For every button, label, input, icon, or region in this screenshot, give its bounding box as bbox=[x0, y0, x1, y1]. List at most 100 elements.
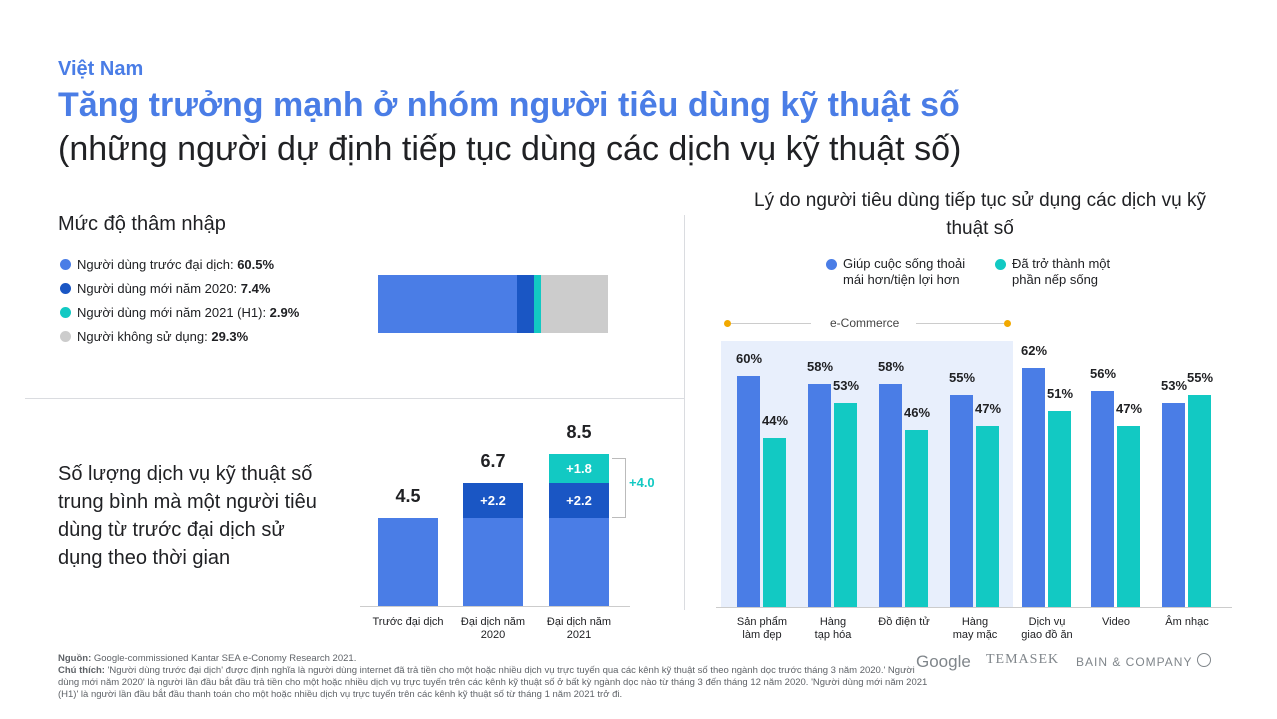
reason-x-label: Sản phẩm làm đẹp bbox=[717, 616, 807, 642]
legend-line: Đã trở thành một bbox=[1012, 256, 1111, 271]
legend-text: Người dùng mới năm 2021 (H1): 2.9%Người … bbox=[77, 305, 299, 320]
reason-x-label: Hàng may mặc bbox=[930, 616, 1020, 642]
legend-label: Người không sử dụng: bbox=[77, 329, 212, 344]
reason-bar bbox=[1162, 402, 1185, 607]
bain-logo: BAIN & COMPANY bbox=[1076, 655, 1193, 669]
penetration-title: Mức độ thâm nhập bbox=[58, 213, 226, 235]
x-label-line: 2021 bbox=[566, 629, 592, 641]
x-label-line: Âm nhạc bbox=[1165, 616, 1209, 628]
legend-text: Người dùng mới năm 2020: 7.4%Người dùng … bbox=[77, 281, 270, 296]
country-label: Việt Nam bbox=[58, 58, 144, 80]
reasons-title: Lý do người tiêu dùng tiếp tục sử dụng c… bbox=[754, 190, 1206, 239]
avg-total-label: 8.5 bbox=[566, 422, 592, 442]
x-label-line: Đại dịch năm bbox=[460, 616, 526, 628]
legend-dot-icon bbox=[60, 283, 71, 294]
avg-total-label: 4.5 bbox=[395, 486, 421, 506]
avg-x-label: Đại dịch năm 2020 bbox=[448, 616, 538, 642]
legend-text: Người dùng trước đại dịch: 60.5%Người dù… bbox=[77, 257, 274, 272]
penetration-segment bbox=[378, 275, 518, 333]
x-label-line: làm đẹp bbox=[742, 629, 782, 641]
note-label: Chú thích: bbox=[58, 665, 105, 676]
avg-bar-segment bbox=[463, 518, 523, 606]
legend-dot-icon bbox=[60, 259, 71, 270]
reason-value-label: 53% bbox=[1160, 377, 1188, 393]
reason-bar bbox=[976, 426, 999, 607]
legend-dot-icon bbox=[60, 331, 71, 342]
legend-item: Người không sử dụng: 29.3%Người không sử… bbox=[60, 329, 248, 344]
reason-value-label: 47% bbox=[974, 401, 1002, 417]
reasons-axis bbox=[716, 607, 1232, 608]
divider bbox=[684, 215, 685, 610]
reason-x-label: Video bbox=[1071, 616, 1161, 629]
avg-axis bbox=[360, 606, 630, 607]
reason-value-label: 58% bbox=[806, 358, 834, 374]
reason-bar bbox=[1048, 410, 1071, 607]
avg-bar-segment bbox=[378, 518, 438, 606]
avg-bar-segment: +1.8 bbox=[549, 454, 609, 483]
legend-item: Người dùng mới năm 2021 (H1): 2.9%Người … bbox=[60, 305, 299, 320]
bracket-line bbox=[731, 323, 811, 324]
x-label-line: Dịch vụ bbox=[1028, 616, 1066, 628]
legend-item: Người dùng trước đại dịch: 60.5%Người dù… bbox=[60, 257, 274, 272]
avg-bar-segment: +2.2 bbox=[549, 482, 609, 518]
avg-bar-segment bbox=[549, 518, 609, 606]
penetration-segment bbox=[534, 275, 541, 333]
legend-line: Giúp cuộc sống thoải bbox=[843, 256, 966, 271]
x-label-line: Video bbox=[1102, 616, 1130, 628]
avg-x-label: Đại dịch năm 2021 bbox=[534, 616, 624, 642]
x-label-line: Đồ điện tử bbox=[878, 616, 930, 628]
reason-value-label: 58% bbox=[877, 358, 905, 374]
reason-value-label: 55% bbox=[948, 370, 976, 386]
x-label-line: tạp hóa bbox=[814, 629, 852, 641]
page-title: Tăng trưởng mạnh ở nhóm người tiêu dùng … bbox=[58, 86, 960, 124]
legend-item: Người dùng mới năm 2020: 7.4%Người dùng … bbox=[60, 281, 270, 296]
x-label-line: giao đồ ăn bbox=[1021, 629, 1073, 641]
avg-x-label: Trước đại dịch bbox=[363, 616, 453, 629]
reason-value-label: 47% bbox=[1115, 401, 1143, 417]
source-text: Google-commissioned Kantar SEA e-Conomy … bbox=[91, 653, 357, 664]
reason-bar bbox=[834, 402, 857, 607]
avg-total-label: 6.7 bbox=[480, 450, 506, 471]
legend-label: Người dùng mới năm 2020: bbox=[77, 281, 241, 296]
reason-x-label: Đồ điện tử bbox=[859, 616, 949, 629]
reason-legend-text: Giúp cuộc sống thoải mái hơn/tiện lợi hơn… bbox=[843, 256, 965, 288]
penetration-bar bbox=[378, 275, 608, 333]
legend-text: Người không sử dụng: 29.3%Người không sử… bbox=[77, 329, 248, 344]
reason-value-label: 46% bbox=[903, 404, 931, 420]
penetration-segment bbox=[517, 275, 535, 333]
reason-value-label: 56% bbox=[1089, 366, 1117, 382]
legend-dot-icon bbox=[826, 259, 837, 270]
reason-value-label: 62% bbox=[1020, 343, 1048, 359]
bracket-dot bbox=[1004, 320, 1011, 327]
reason-value-label: 44% bbox=[761, 412, 789, 428]
legend-value: 2.9% bbox=[269, 305, 300, 320]
reason-bar bbox=[763, 437, 786, 607]
reason-bar bbox=[905, 429, 928, 607]
reason-bar bbox=[950, 395, 973, 607]
reason-bar bbox=[1117, 426, 1140, 607]
bracket-dot bbox=[724, 320, 731, 327]
source-label: Nguồn: bbox=[58, 653, 92, 664]
legend-label: Người dùng mới năm 2021 (H1): bbox=[77, 305, 270, 320]
legend-value: 7.4% bbox=[240, 281, 271, 296]
bracket-line bbox=[916, 323, 1004, 324]
x-label-line: Sản phẩm bbox=[736, 616, 788, 628]
x-label-line: 2020 bbox=[480, 629, 506, 641]
reason-bar bbox=[737, 376, 760, 607]
legend-value: 29.3% bbox=[211, 329, 249, 344]
legend-dot-icon bbox=[995, 259, 1006, 270]
legend-dot-icon bbox=[60, 307, 71, 318]
reason-bar bbox=[1188, 395, 1211, 607]
legend-value: 60.5% bbox=[237, 257, 275, 272]
reason-value-label: 60% bbox=[735, 351, 763, 366]
google-logo: Google bbox=[916, 652, 971, 671]
ecommerce-label: e-Commerce bbox=[830, 316, 900, 330]
footer-notes: Nguồn: Google-commissioned Kantar SEA e-… bbox=[58, 653, 928, 701]
divider bbox=[25, 398, 685, 399]
reason-bar bbox=[808, 383, 831, 607]
reason-legend-item: Giúp cuộc sống thoải mái hơn/tiện lợi hơn… bbox=[826, 256, 965, 288]
legend-line: mái hơn/tiện lợi hơn bbox=[843, 272, 960, 287]
x-label-line: Hàng bbox=[961, 616, 989, 628]
